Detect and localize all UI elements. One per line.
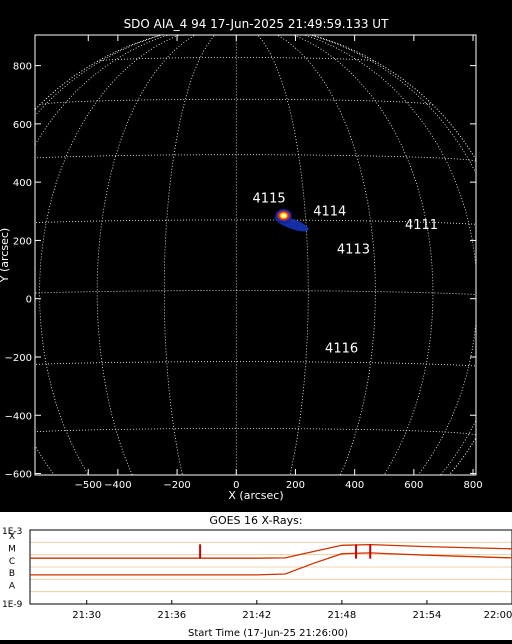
y-tick-label: −200 bbox=[5, 353, 32, 364]
longitude-line bbox=[35, 35, 164, 117]
goes-series-line bbox=[30, 543, 512, 559]
longitude-line bbox=[292, 35, 434, 475]
active-region-label: 4111 bbox=[405, 218, 438, 233]
y-axis-label: Y (arcsec) bbox=[0, 228, 11, 283]
goes-class-label: B bbox=[9, 569, 15, 579]
goes-time-tick-label: 22:00 bbox=[484, 610, 512, 621]
x-tick-label: 0 bbox=[233, 480, 239, 491]
goes-y-bottom-label: 1E-9 bbox=[2, 600, 23, 610]
goes-xray-panel: GOES 16 X-Rays: 1E-3 1E-9 X M C B A 21:30 21:36 2… bbox=[0, 512, 512, 640]
x-tick-label: −500 bbox=[75, 480, 102, 491]
active-region-label: 4116 bbox=[325, 342, 358, 357]
x-tick-label: 400 bbox=[345, 480, 364, 491]
plot-frame bbox=[34, 34, 477, 476]
aia-image-plot: SDO AIA_4 94 17-Jun-2025 21:49:59.133 UT… bbox=[0, 17, 483, 502]
latitude-line bbox=[96, 57, 376, 62]
goes-time-tick-label: 21:54 bbox=[413, 610, 442, 621]
goes-class-label: C bbox=[9, 557, 15, 567]
goes-time-tick-label: 21:36 bbox=[157, 610, 186, 621]
goes-class-label: A bbox=[9, 582, 16, 592]
goes-time-tick-label: 21:42 bbox=[242, 610, 271, 621]
x-tick-label: −200 bbox=[163, 480, 190, 491]
goes-frame bbox=[29, 529, 512, 605]
x-tick-label: 800 bbox=[463, 480, 482, 491]
flare-core bbox=[273, 207, 294, 224]
y-tick-label: −600 bbox=[5, 470, 32, 481]
y-tick-label: 800 bbox=[13, 62, 32, 73]
longitude-line bbox=[39, 35, 181, 475]
goes-class-label: X bbox=[9, 532, 15, 542]
goes-y-top-label: 1E-3 bbox=[2, 527, 22, 537]
longitude-line bbox=[308, 35, 476, 475]
goes-x-axis-label: Start Time (17-Jun-25 21:26:00) bbox=[188, 628, 348, 639]
y-tick-label: −400 bbox=[5, 411, 32, 422]
aia-image-panel: SDO AIA_4 94 17-Jun-2025 21:49:59.133 UT… bbox=[0, 17, 483, 502]
goes-time-tick-label: 21:30 bbox=[72, 610, 101, 621]
x-tick-label: −400 bbox=[104, 480, 131, 491]
x-tick-label: 200 bbox=[286, 480, 305, 491]
y-tick-label: 400 bbox=[13, 178, 32, 189]
goes-class-label: M bbox=[8, 545, 16, 555]
latitude-line bbox=[164, 32, 308, 34]
y-tick-label: 200 bbox=[13, 236, 32, 247]
active-region-label: 4114 bbox=[313, 205, 346, 220]
image-title: SDO AIA_4 94 17-Jun-2025 21:49:59.133 UT bbox=[124, 17, 390, 31]
y-tick-label: 600 bbox=[13, 120, 32, 131]
goes-time-tick-label: 21:48 bbox=[327, 610, 356, 621]
x-axis-label: X (arcsec) bbox=[228, 489, 283, 502]
active-region-label: 4115 bbox=[253, 192, 286, 207]
latitude-line bbox=[35, 154, 476, 162]
y-tick-label: 0 bbox=[26, 295, 32, 306]
x-tick-label: 600 bbox=[404, 480, 423, 491]
goes-title: GOES 16 X-Rays: bbox=[209, 514, 302, 527]
active-region-label: 4113 bbox=[337, 243, 370, 258]
goes-series-line bbox=[30, 552, 512, 576]
